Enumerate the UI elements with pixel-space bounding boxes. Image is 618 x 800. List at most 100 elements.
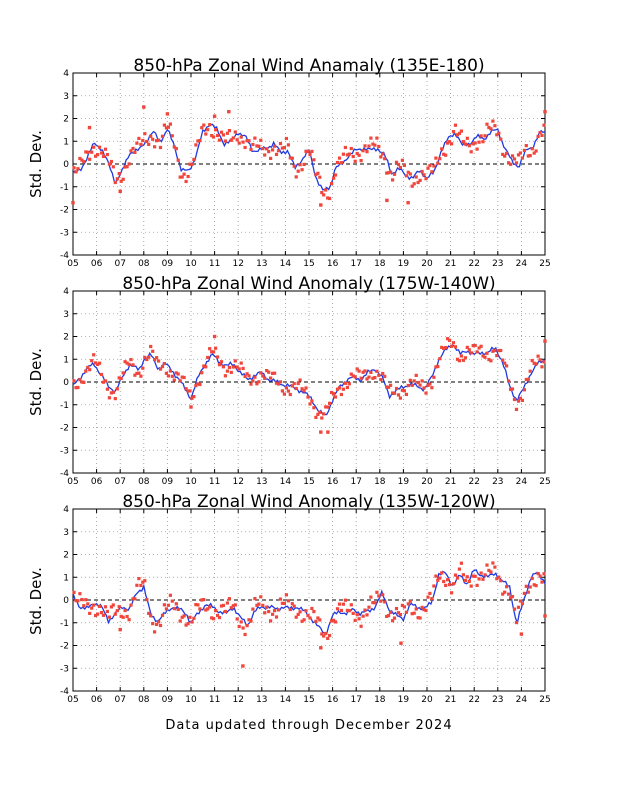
data-point <box>217 138 222 142</box>
data-point <box>298 378 302 382</box>
data-point <box>76 385 80 390</box>
data-point <box>296 612 300 616</box>
data-point <box>206 355 210 360</box>
data-point <box>135 141 139 145</box>
data-point <box>440 147 444 151</box>
data-point <box>543 339 547 343</box>
panel-1-ylabel: Std. Dev. <box>27 130 45 198</box>
data-point <box>131 597 135 601</box>
data-point <box>139 142 143 146</box>
x-tick-label: 10 <box>185 695 197 705</box>
x-tick-label: 16 <box>327 477 339 487</box>
data-point <box>153 145 157 149</box>
data-point <box>227 365 231 370</box>
data-point <box>524 144 528 148</box>
y-tick-label: 1 <box>63 573 69 583</box>
data-point <box>131 146 135 151</box>
data-point <box>118 627 122 632</box>
data-point <box>200 371 204 375</box>
data-point <box>532 151 536 155</box>
data-point <box>118 189 122 193</box>
data-point <box>115 387 119 391</box>
data-point <box>534 149 538 153</box>
data-point <box>540 365 544 369</box>
data-point <box>430 170 434 174</box>
data-point <box>212 617 216 621</box>
data-point <box>479 344 483 348</box>
data-point <box>398 165 402 170</box>
y-tick-label: -1 <box>60 401 69 411</box>
data-point <box>190 396 194 400</box>
data-point <box>400 158 404 162</box>
data-point <box>269 156 273 160</box>
panel-3-points <box>72 561 547 668</box>
data-point <box>90 150 94 154</box>
data-point <box>245 372 249 376</box>
data-point <box>353 159 357 163</box>
data-point <box>473 574 477 578</box>
data-point <box>446 578 450 582</box>
data-point <box>357 369 361 373</box>
data-point <box>71 201 75 205</box>
data-point <box>463 142 467 146</box>
data-point <box>522 148 526 152</box>
data-point <box>308 616 312 620</box>
data-point <box>337 386 342 390</box>
data-point <box>530 576 534 581</box>
data-point <box>212 135 216 139</box>
x-tick-label: 20 <box>421 695 433 705</box>
data-point <box>288 156 292 160</box>
data-point <box>536 354 540 358</box>
y-tick-label: -3 <box>60 446 69 456</box>
data-point <box>269 376 273 380</box>
data-point <box>410 184 414 188</box>
data-point <box>147 142 151 146</box>
data-point <box>239 135 243 139</box>
data-point <box>129 358 133 362</box>
data-point <box>455 357 460 361</box>
data-point <box>412 182 416 186</box>
data-point <box>320 191 324 195</box>
data-point <box>507 592 511 596</box>
data-point <box>328 196 332 201</box>
y-tick-label: 4 <box>63 505 69 515</box>
data-point <box>522 591 526 595</box>
data-point <box>263 153 267 157</box>
data-point <box>463 356 467 360</box>
data-point <box>518 396 522 400</box>
data-point <box>263 376 267 380</box>
x-tick-label: 21 <box>445 695 456 705</box>
x-tick-label: 09 <box>162 259 174 269</box>
data-point <box>296 169 300 173</box>
data-point <box>320 632 324 636</box>
data-point <box>86 602 90 606</box>
x-tick-label: 10 <box>185 259 197 269</box>
data-point <box>359 376 363 380</box>
data-point <box>453 573 458 577</box>
data-point <box>166 603 170 607</box>
data-point <box>233 130 237 134</box>
data-point <box>208 123 212 127</box>
data-point <box>365 377 369 381</box>
data-point <box>312 406 316 410</box>
data-point <box>96 612 100 616</box>
data-point <box>296 381 300 386</box>
data-point <box>157 138 161 142</box>
data-point <box>373 143 377 147</box>
data-point <box>536 572 540 576</box>
data-point <box>497 349 501 353</box>
data-point <box>90 359 94 363</box>
panel-3: 850-hPa Zonal Wind Anomaly (135W-120W) S… <box>27 492 551 705</box>
data-point <box>80 380 84 384</box>
data-point <box>345 153 349 157</box>
data-point <box>290 384 294 388</box>
data-point <box>147 355 151 359</box>
data-point <box>243 145 247 150</box>
data-point <box>493 348 497 352</box>
data-point <box>542 360 546 364</box>
data-point <box>98 361 102 365</box>
panel-3-title: 850-hPa Zonal Wind Anomaly (135W-120W) <box>122 492 495 512</box>
panel-2: 850-hPa Zonal Wind Anomaly (175W-140W) S… <box>27 274 551 487</box>
data-point <box>274 381 279 385</box>
data-point <box>182 172 186 176</box>
